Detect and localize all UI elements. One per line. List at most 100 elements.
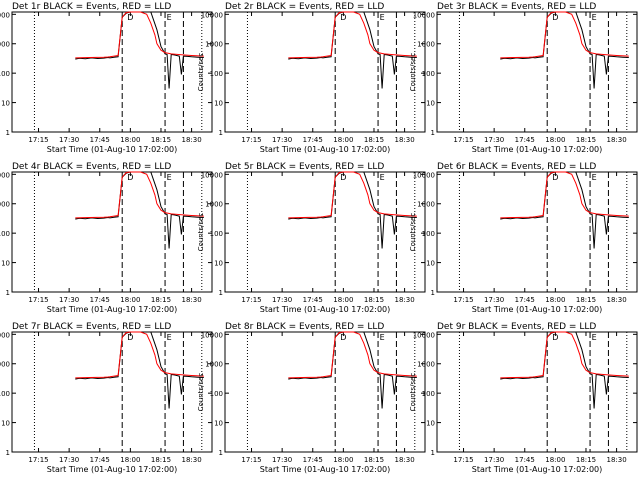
events-series-line: [500, 11, 629, 89]
y-tick-label: 10: [214, 420, 223, 428]
x-tick-label: 18:30: [394, 136, 414, 144]
events-series-line: [288, 331, 417, 409]
y-tick-label: 10: [426, 260, 435, 268]
y-tick-label: 10: [214, 260, 223, 268]
x-tick-label: 17:30: [484, 456, 504, 464]
panel-title: Det 2r BLACK = Events, RED = LLD: [225, 2, 384, 12]
y-tick-label: 1000: [0, 41, 10, 49]
lld-series-line: [75, 171, 204, 219]
events-series-line: [75, 11, 204, 89]
detector-panel-4: Det 4r BLACK = Events, RED = LLD 1 10 100 10…: [0, 162, 213, 314]
panel-title: Det 7r BLACK = Events, RED = LLD: [12, 322, 171, 332]
x-tick-label: 17:30: [59, 136, 79, 144]
panel-title: Det 4r BLACK = Events, RED = LLD: [12, 162, 171, 172]
x-tick-label: 18:00: [120, 456, 140, 464]
y-tick-label: 1000: [417, 201, 435, 209]
y-tick-label: 1000: [205, 201, 223, 209]
x-tick-label: 18:15: [576, 296, 596, 304]
y-tick-label: 10000: [413, 171, 435, 179]
y-axis-label: Counts/sec: [409, 373, 417, 412]
y-tick-label: 1000: [205, 41, 223, 49]
time-marker-label: D: [127, 333, 133, 342]
y-tick-label: 10000: [0, 331, 10, 339]
plot-frame: [224, 331, 426, 453]
detector-panel-5: Det 5r BLACK = Events, RED = LLD 1 10 100 10…: [197, 162, 426, 314]
x-axis-label: Start Time (01-Aug-10 17:02:00): [472, 145, 603, 154]
lld-series-line: [75, 331, 204, 379]
y-tick-label: 100: [0, 70, 10, 78]
panel-title: Det 6r BLACK = Events, RED = LLD: [437, 162, 596, 172]
y-tick-label: 1: [6, 449, 10, 457]
y-tick-label: 1: [431, 449, 435, 457]
y-tick-label: 1: [431, 129, 435, 137]
y-tick-label: 100: [422, 230, 435, 238]
x-tick-label: 17:45: [515, 296, 535, 304]
y-tick-label: 10: [214, 100, 223, 108]
x-tick-label: 17:15: [28, 296, 48, 304]
events-series-line: [75, 331, 204, 409]
events-series-line: [500, 171, 629, 249]
y-tick-label: 1: [219, 129, 223, 137]
y-tick-label: 1: [6, 289, 10, 297]
x-tick-label: 17:15: [241, 136, 261, 144]
events-series-line: [288, 171, 417, 249]
x-tick-label: 17:45: [303, 136, 323, 144]
time-marker-label: E: [592, 333, 597, 342]
x-tick-label: 17:15: [453, 456, 473, 464]
x-tick-label: 18:30: [394, 296, 414, 304]
x-tick-label: 18:15: [151, 136, 171, 144]
time-marker-label: E: [167, 333, 172, 342]
lld-series-line: [288, 331, 417, 379]
detector-panel-1: Det 1r BLACK = Events, RED = LLD 1 10 100 10…: [0, 2, 213, 154]
x-tick-label: 18:30: [606, 456, 626, 464]
x-tick-label: 17:45: [515, 456, 535, 464]
x-tick-label: 17:45: [303, 296, 323, 304]
plot-frame: [436, 171, 638, 293]
time-marker-label: E: [380, 173, 385, 182]
y-tick-label: 1000: [0, 201, 10, 209]
x-tick-label: 17:45: [515, 136, 535, 144]
x-tick-label: 18:30: [181, 296, 201, 304]
time-marker-label: D: [552, 333, 558, 342]
y-tick-label: 10: [1, 100, 10, 108]
panel-title: Det 9r BLACK = Events, RED = LLD: [437, 322, 596, 332]
lld-series-line: [288, 171, 417, 219]
lld-series-line: [288, 11, 417, 59]
y-tick-label: 10000: [201, 171, 223, 179]
x-axis-label: Start Time (01-Aug-10 17:02:00): [260, 145, 391, 154]
plot-frame: [11, 171, 213, 293]
y-tick-label: 100: [0, 390, 10, 398]
y-tick-label: 10000: [201, 11, 223, 19]
y-tick-label: 10: [1, 260, 10, 268]
time-marker-label: E: [380, 333, 385, 342]
time-marker-label: D: [340, 173, 346, 182]
x-tick-label: 17:30: [484, 136, 504, 144]
x-tick-label: 18:30: [606, 136, 626, 144]
y-tick-label: 10000: [413, 331, 435, 339]
time-marker-label: E: [380, 13, 385, 22]
x-tick-label: 17:45: [90, 296, 110, 304]
x-axis-label: Start Time (01-Aug-10 17:02:00): [47, 145, 178, 154]
x-tick-label: 17:30: [272, 136, 292, 144]
x-tick-label: 17:30: [59, 296, 79, 304]
detector-panel-6: Det 6r BLACK = Events, RED = LLD 1 10 100 10…: [409, 162, 638, 314]
x-axis-label: Start Time (01-Aug-10 17:02:00): [260, 305, 391, 314]
plot-frame: [224, 171, 426, 293]
x-axis-label: Start Time (01-Aug-10 17:02:00): [472, 465, 603, 474]
x-tick-label: 18:00: [120, 136, 140, 144]
panel-title: Det 3r BLACK = Events, RED = LLD: [437, 2, 596, 12]
y-axis-label: Counts/sec: [409, 53, 417, 92]
x-axis-label: Start Time (01-Aug-10 17:02:00): [472, 305, 603, 314]
x-tick-label: 17:30: [272, 456, 292, 464]
x-tick-label: 17:15: [28, 456, 48, 464]
x-tick-label: 18:00: [545, 136, 565, 144]
x-tick-label: 17:45: [303, 456, 323, 464]
y-tick-label: 1000: [205, 361, 223, 369]
y-tick-label: 100: [210, 390, 223, 398]
x-tick-label: 18:15: [364, 296, 384, 304]
y-tick-label: 1000: [417, 361, 435, 369]
time-marker-label: D: [127, 173, 133, 182]
y-tick-label: 10000: [413, 11, 435, 19]
